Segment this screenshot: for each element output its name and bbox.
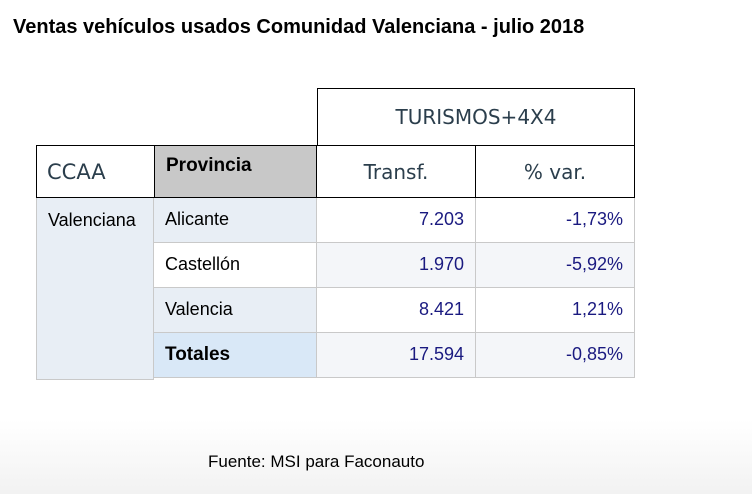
var-cell: -5,92%	[476, 243, 635, 288]
table-row: Valencia 8.421 1,21%	[154, 288, 635, 333]
var-cell: -1,73%	[476, 198, 635, 243]
ccaa-cell-valenciana: Valenciana	[36, 198, 154, 380]
transf-cell: 1.970	[317, 243, 476, 288]
column-header-ccaa: CCAA	[36, 145, 154, 198]
var-cell: 1,21%	[476, 288, 635, 333]
provincia-cell: Alicante	[154, 198, 317, 243]
column-header-var: % var.	[476, 145, 635, 198]
column-header-provincia: Provincia	[154, 145, 317, 198]
table-row: Alicante 7.203 -1,73%	[154, 198, 635, 243]
table-row-total: Totales 17.594 -0,85%	[154, 333, 635, 378]
transf-cell: 7.203	[317, 198, 476, 243]
provincia-cell: Valencia	[154, 288, 317, 333]
table-row: Castellón 1.970 -5,92%	[154, 243, 635, 288]
source-note: Fuente: MSI para Faconauto	[208, 452, 425, 471]
transf-cell: 8.421	[317, 288, 476, 333]
transf-total-cell: 17.594	[317, 333, 476, 378]
var-total-cell: -0,85%	[476, 333, 635, 378]
provincia-cell: Castellón	[154, 243, 317, 288]
page-title: Ventas vehículos usados Comunidad Valenc…	[13, 16, 585, 38]
column-header-transf: Transf.	[317, 145, 476, 198]
totales-label-cell: Totales	[154, 333, 317, 378]
group-header-turismos: TURISMOS+4X4	[317, 88, 635, 145]
